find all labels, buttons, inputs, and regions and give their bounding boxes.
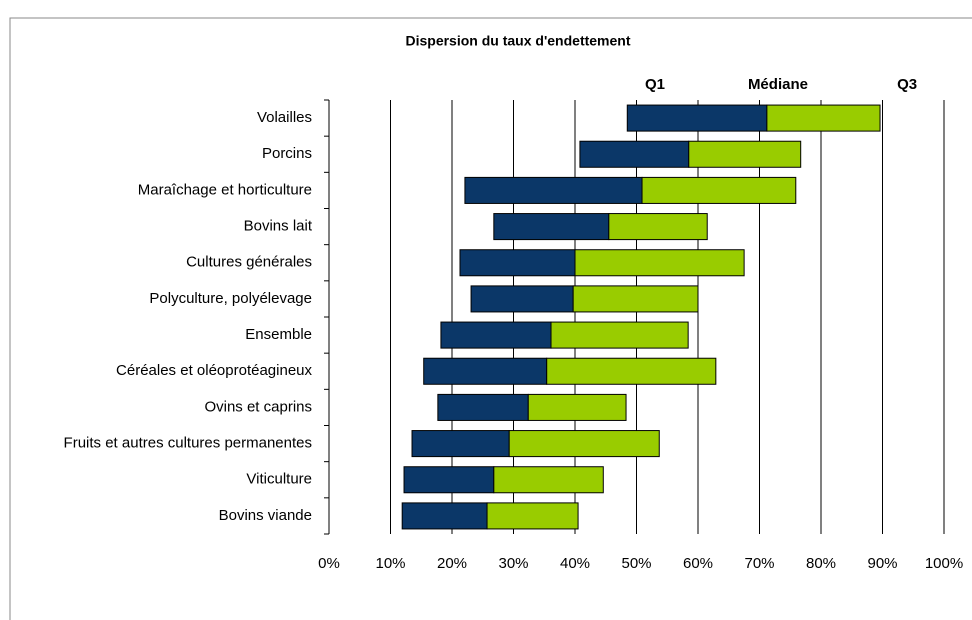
y-tick-label: Céréales et oléoprotéagineux — [116, 362, 312, 379]
bar-segment — [626, 104, 768, 132]
x-tick-label: 20% — [437, 555, 467, 572]
x-tick-label: 90% — [867, 555, 897, 572]
bar-segment — [641, 176, 797, 204]
chart-title: Dispersion du taux d'endettement — [405, 33, 630, 49]
bar-segment — [411, 430, 510, 458]
bar-segment — [550, 321, 689, 349]
y-tick-label: Ensemble — [245, 326, 312, 343]
y-tick-label: Volailles — [257, 109, 312, 126]
bar-segment — [440, 321, 552, 349]
y-tick-label: Polyculture, polyélevage — [149, 290, 312, 307]
x-tick-label: 100% — [925, 555, 963, 572]
x-tick-label: 30% — [498, 555, 528, 572]
bar-segment — [437, 393, 529, 421]
y-tick-label: Bovins viande — [219, 507, 312, 524]
bar-segment — [508, 430, 660, 458]
bar-segment — [608, 213, 708, 241]
bar-segment — [579, 140, 690, 168]
y-tick-label: Porcins — [262, 145, 312, 162]
y-tick-label: Viticulture — [246, 471, 312, 488]
x-tick-label: 40% — [560, 555, 590, 572]
bar-segment — [459, 249, 576, 277]
bar-segment — [527, 393, 627, 421]
bar-segment — [688, 140, 802, 168]
bar-segment — [493, 213, 610, 241]
x-tick-label: 50% — [621, 555, 651, 572]
y-tick-label: Maraîchage et horticulture — [138, 181, 312, 198]
bar-segment — [464, 176, 643, 204]
bar-segment — [493, 466, 604, 494]
series-label: Q1 — [645, 76, 665, 93]
bar-segment — [766, 104, 881, 132]
bar-segment — [401, 502, 488, 530]
x-tick-label: 60% — [683, 555, 713, 572]
series-label: Médiane — [748, 76, 808, 93]
bar-segment — [486, 502, 579, 530]
y-tick-label: Fruits et autres cultures permanentes — [64, 435, 312, 452]
bar-segment — [574, 249, 745, 277]
bar-segment — [572, 285, 699, 313]
x-tick-label: 80% — [806, 555, 836, 572]
y-tick-label: Ovins et caprins — [204, 398, 312, 415]
x-tick-label: 10% — [375, 555, 405, 572]
bar-segment — [403, 466, 495, 494]
y-tick-label: Cultures générales — [186, 254, 312, 271]
bar-segment — [423, 357, 548, 385]
series-label: Q3 — [897, 76, 917, 93]
y-tick-label: Bovins lait — [244, 218, 313, 235]
x-tick-label: 0% — [318, 555, 340, 572]
x-tick-label: 70% — [744, 555, 774, 572]
bar-segment — [546, 357, 717, 385]
bar-segment — [470, 285, 574, 313]
